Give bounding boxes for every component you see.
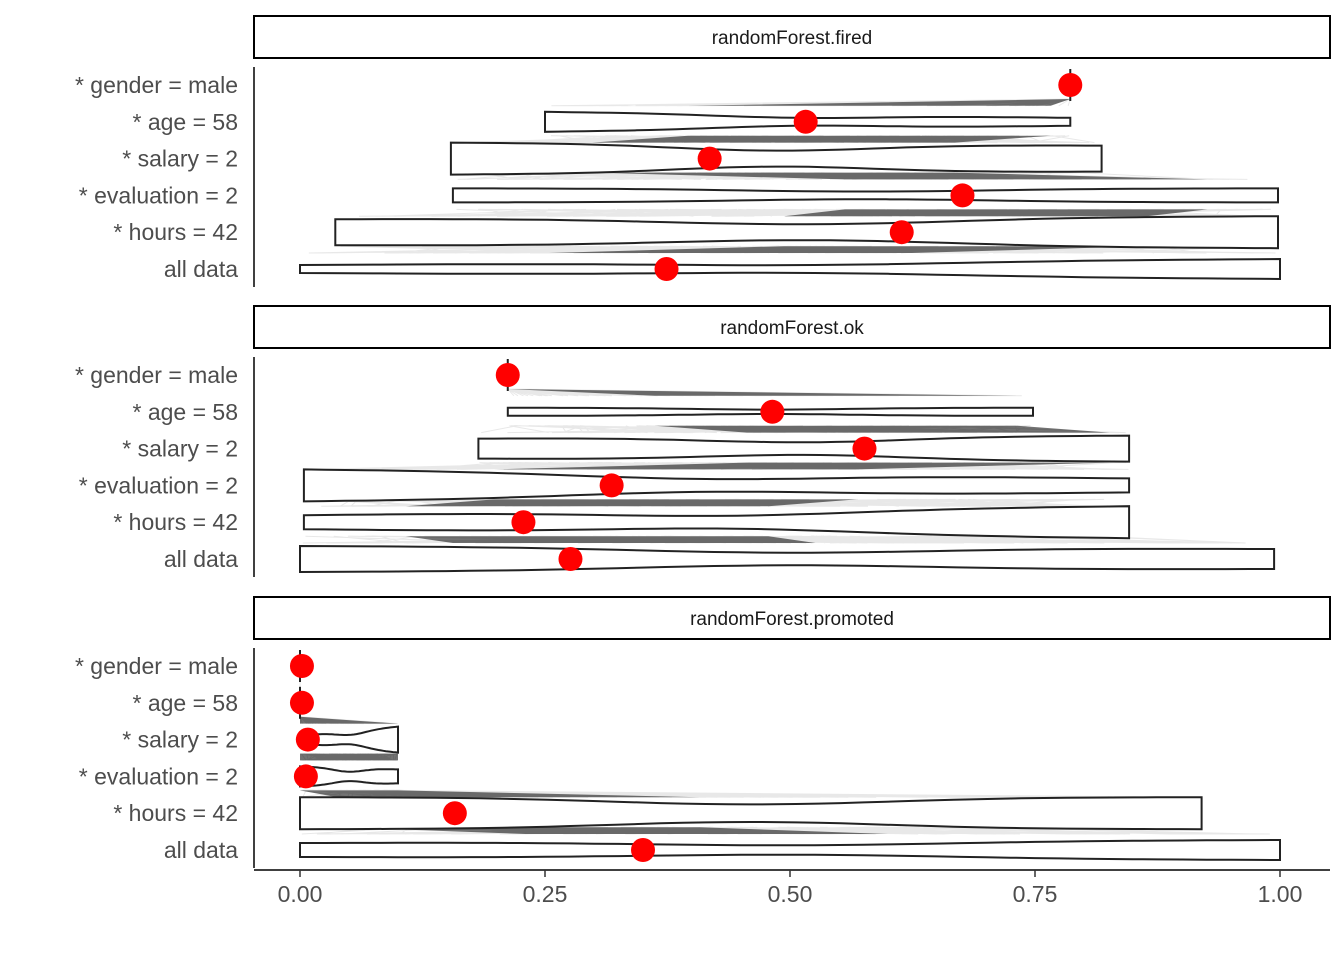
violin-3 [449, 141, 1103, 176]
panel-marks [299, 69, 1281, 281]
row-label: * hours = 42 [113, 509, 238, 535]
contribution-point [442, 801, 467, 826]
contribution-point [511, 510, 536, 535]
row-label: * age = 58 [132, 690, 238, 716]
contribution-point [1058, 73, 1083, 97]
x-tick-label: 0.00 [278, 881, 323, 907]
facet-panel-2: randomForest.ok * gender = male * age = 58… [75, 305, 1331, 577]
row-label: * gender = male [75, 72, 238, 98]
x-tick-label: 0.25 [523, 881, 568, 907]
connector-band [688, 99, 1071, 106]
row-label: * evaluation = 2 [79, 763, 238, 789]
row-label: all data [164, 256, 238, 282]
violin-6 [299, 838, 1281, 862]
connector-band [494, 462, 1110, 470]
facet-title: randomForest.ok [720, 318, 864, 339]
panel-marks [289, 650, 1281, 862]
violin-6 [299, 257, 1281, 281]
row-label: * hours = 42 [113, 219, 238, 245]
violin-4 [302, 468, 1131, 503]
facet-panel-1: randomForest.fired * gender = male * age =… [75, 15, 1331, 287]
connector-band [405, 536, 816, 543]
row-label: * evaluation = 2 [79, 472, 238, 498]
violin-4 [451, 187, 1279, 204]
facet-title: randomForest.fired [712, 28, 873, 49]
connector-band [654, 425, 1110, 433]
row-label: * hours = 42 [113, 800, 238, 826]
contribution-point [293, 764, 318, 789]
violin-4 [299, 765, 399, 788]
contribution-point [599, 473, 624, 498]
contribution-point [852, 436, 877, 461]
contribution-point [631, 838, 655, 862]
connector-band [592, 135, 1051, 143]
violin-5 [334, 215, 1279, 250]
facet-strip [253, 305, 1331, 349]
contribution-point [760, 399, 785, 424]
connector-band [507, 389, 1018, 396]
connector-band [405, 499, 857, 507]
x-tick-label: 0.75 [1013, 881, 1058, 907]
contribution-point [495, 363, 520, 387]
row-label: * evaluation = 2 [79, 182, 238, 208]
x-tick-label: 0.50 [768, 881, 813, 907]
row-label: all data [164, 837, 238, 863]
connector-band [592, 172, 1208, 180]
panel-marks [299, 359, 1276, 574]
contribution-point [950, 183, 975, 208]
facet-strip [253, 596, 1331, 640]
contribution-point [654, 257, 679, 281]
contribution-point [558, 547, 583, 571]
contribution-point [793, 109, 818, 134]
connector-band [784, 209, 1208, 217]
violin-5 [302, 505, 1131, 540]
contribution-point [289, 690, 314, 715]
connector-band [300, 716, 398, 724]
row-label: all data [164, 546, 238, 572]
x-tick-label: 1.00 [1258, 881, 1303, 907]
facet-strip [253, 15, 1331, 59]
violin-3 [299, 725, 399, 754]
violin-5 [299, 796, 1203, 831]
row-label: * salary = 2 [122, 146, 238, 172]
contribution-point [295, 727, 320, 752]
contribution-point [289, 654, 314, 678]
contribution-point [889, 220, 914, 245]
row-label: * salary = 2 [122, 727, 238, 753]
facet-title: randomForest.promoted [690, 609, 894, 630]
connector-band [300, 753, 398, 761]
contribution-point [697, 146, 722, 171]
connector-band [548, 246, 1147, 253]
row-label: * age = 58 [132, 399, 238, 425]
violin-6 [299, 544, 1276, 574]
connector-band [300, 790, 700, 798]
row-label: * gender = male [75, 362, 238, 388]
row-label: * age = 58 [132, 109, 238, 135]
violin-3 [477, 434, 1131, 463]
row-label: * gender = male [75, 653, 238, 679]
facet-panel-3: randomForest.promoted * gender = male * ag… [75, 596, 1331, 868]
row-label: * salary = 2 [122, 436, 238, 462]
